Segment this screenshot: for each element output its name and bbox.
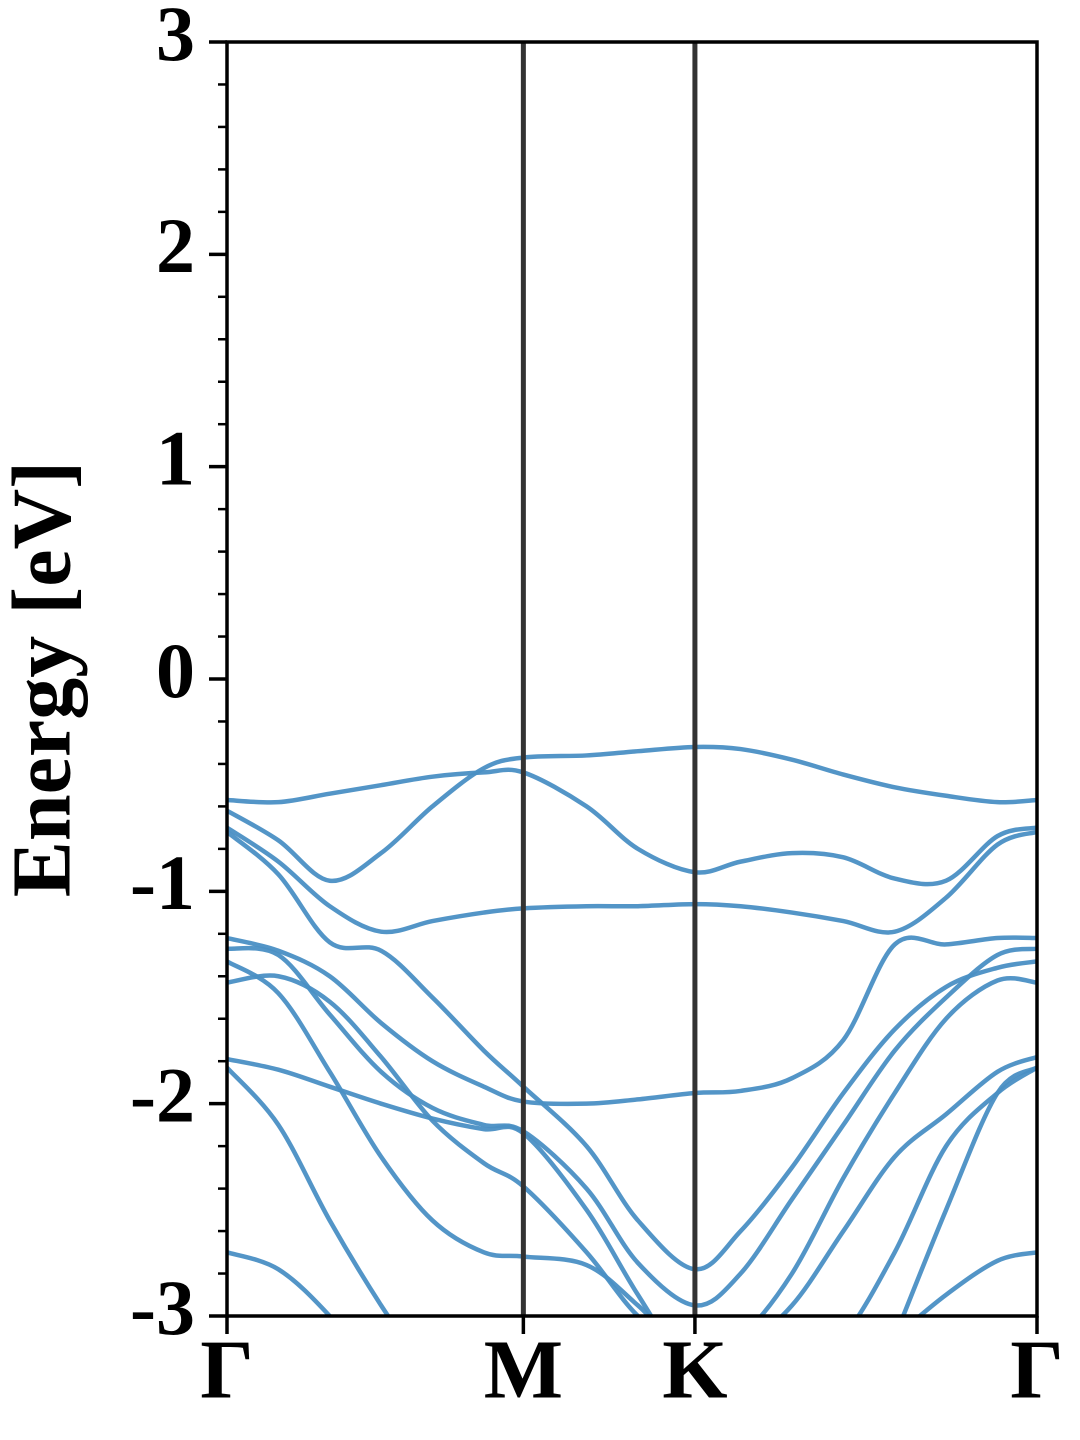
x-tick-label: K xyxy=(662,1323,727,1416)
x-tick-label: Γ xyxy=(200,1323,253,1416)
y-tick-label: -3 xyxy=(130,1264,195,1351)
y-tick-label: 1 xyxy=(156,415,195,502)
plot-frame xyxy=(225,40,1039,1318)
band-line xyxy=(227,744,1037,883)
band-line xyxy=(227,1056,1037,1316)
band-line xyxy=(227,1065,1037,1316)
band-line xyxy=(227,1250,1037,1316)
y-tick-label: -2 xyxy=(130,1052,195,1139)
band-line xyxy=(227,935,1037,1107)
y-tick-label: 3 xyxy=(156,0,195,77)
y-tick-label: 2 xyxy=(156,202,195,289)
x-tick-label: M xyxy=(484,1323,563,1416)
band-line xyxy=(227,959,1037,1316)
band-line xyxy=(227,825,1037,935)
x-tick-label: Γ xyxy=(1010,1323,1063,1416)
band-line xyxy=(227,973,1037,1316)
y-tick-label: -1 xyxy=(130,839,195,926)
band-line xyxy=(227,830,1037,1272)
band-line xyxy=(227,945,1037,1308)
y-tick-label: 0 xyxy=(156,627,195,714)
band-line xyxy=(227,767,1037,887)
bands xyxy=(227,744,1037,1316)
y-axis-label: Energy [eV] xyxy=(0,461,88,897)
